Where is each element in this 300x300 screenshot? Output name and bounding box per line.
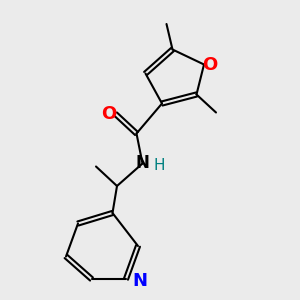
Text: H: H	[154, 158, 165, 172]
Text: O: O	[202, 56, 217, 74]
Text: N: N	[133, 272, 148, 290]
Text: O: O	[101, 105, 116, 123]
Text: N: N	[136, 154, 149, 172]
